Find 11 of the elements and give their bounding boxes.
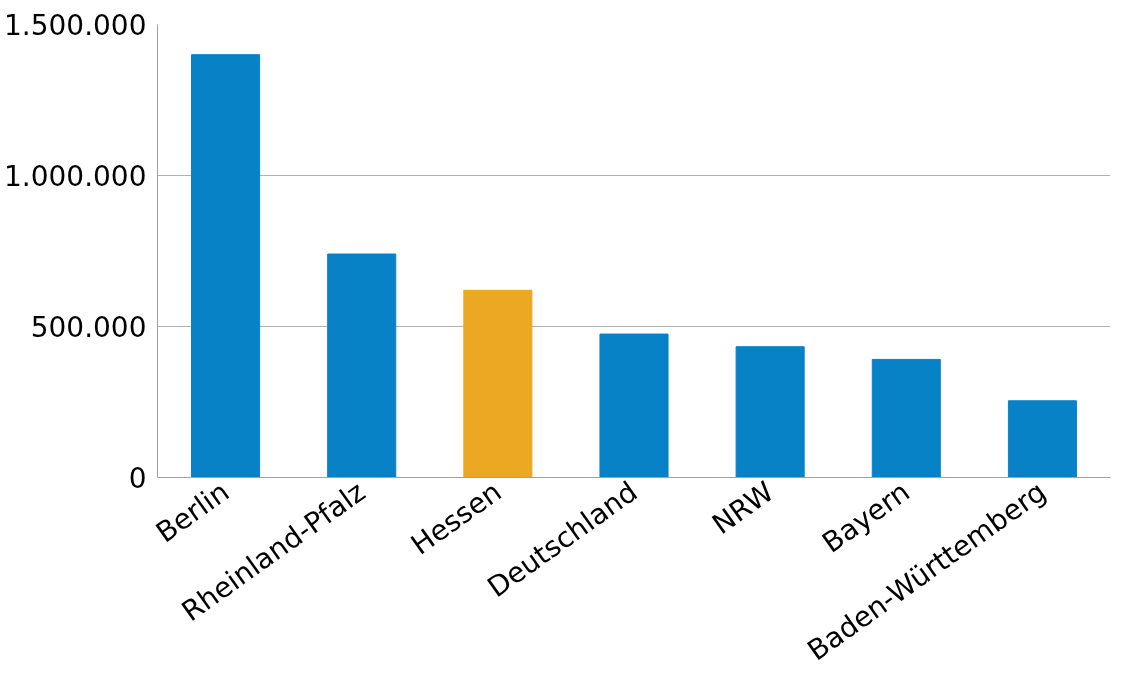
bar [1007,400,1077,478]
y-tick-label: 0 [128,462,147,495]
bar [871,358,941,478]
bar [599,333,669,478]
y-tick-label: 1.000.000 [4,160,147,193]
bar [191,54,261,478]
bar [327,253,397,478]
y-tick-label: 1.500.000 [4,9,147,42]
bar [463,289,533,478]
bar [735,346,805,478]
y-tick-label: 500.000 [30,311,147,344]
